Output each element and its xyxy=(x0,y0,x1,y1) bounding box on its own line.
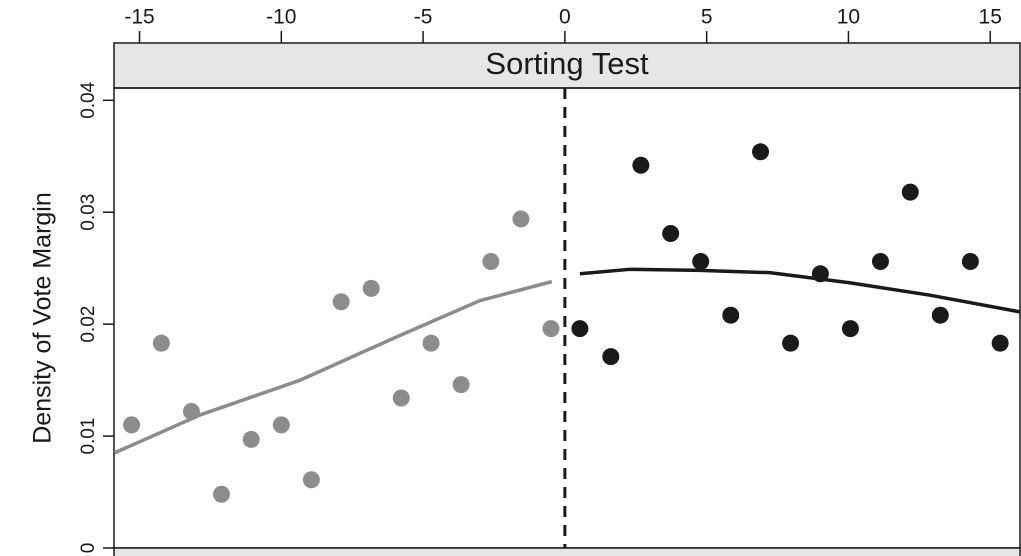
point xyxy=(571,320,589,338)
strip-top xyxy=(113,42,1021,89)
point xyxy=(242,430,260,448)
strip-title-bottom: First Stage Effect xyxy=(448,551,686,556)
x-tick-label: -5 xyxy=(414,6,433,29)
point xyxy=(392,389,410,407)
y-tick-label: 0.02 xyxy=(78,306,99,343)
point xyxy=(602,348,620,366)
point xyxy=(722,306,740,324)
point xyxy=(332,293,350,311)
panel xyxy=(113,87,1021,549)
x-tick-label: 15 xyxy=(979,6,1002,29)
strip-title: Sorting Test xyxy=(485,46,649,81)
point xyxy=(302,471,320,489)
point xyxy=(692,252,710,270)
point xyxy=(662,224,680,242)
point xyxy=(961,252,979,270)
point xyxy=(452,376,470,394)
fit-line xyxy=(579,267,1021,314)
point xyxy=(212,485,230,503)
x-tick-label: 10 xyxy=(837,6,860,29)
x-tick-label: 0 xyxy=(559,6,571,29)
x-tick-label: -10 xyxy=(266,6,296,29)
strip-bottom xyxy=(113,547,1021,556)
point xyxy=(901,183,919,201)
y-tick-label: 0.01 xyxy=(78,418,99,455)
x-tick-label: 5 xyxy=(701,6,713,29)
point xyxy=(871,252,889,270)
point xyxy=(123,416,141,434)
x-tick-label: -15 xyxy=(124,6,154,29)
point xyxy=(422,334,440,352)
y-tick-label: 0.04 xyxy=(78,81,99,118)
fit-line xyxy=(113,279,553,455)
point xyxy=(152,334,170,352)
point xyxy=(482,252,500,270)
point xyxy=(782,334,800,352)
point xyxy=(752,143,770,161)
point xyxy=(542,320,560,338)
y-axis-label: Density of Vote Margin xyxy=(29,192,57,444)
point xyxy=(362,279,380,297)
point xyxy=(991,334,1009,352)
point xyxy=(272,416,290,434)
y-tick-label: 0 xyxy=(78,543,99,554)
y-tick-label: 0.03 xyxy=(78,194,99,231)
point xyxy=(512,210,530,228)
point xyxy=(632,156,650,174)
point xyxy=(841,320,859,338)
point xyxy=(931,306,949,324)
